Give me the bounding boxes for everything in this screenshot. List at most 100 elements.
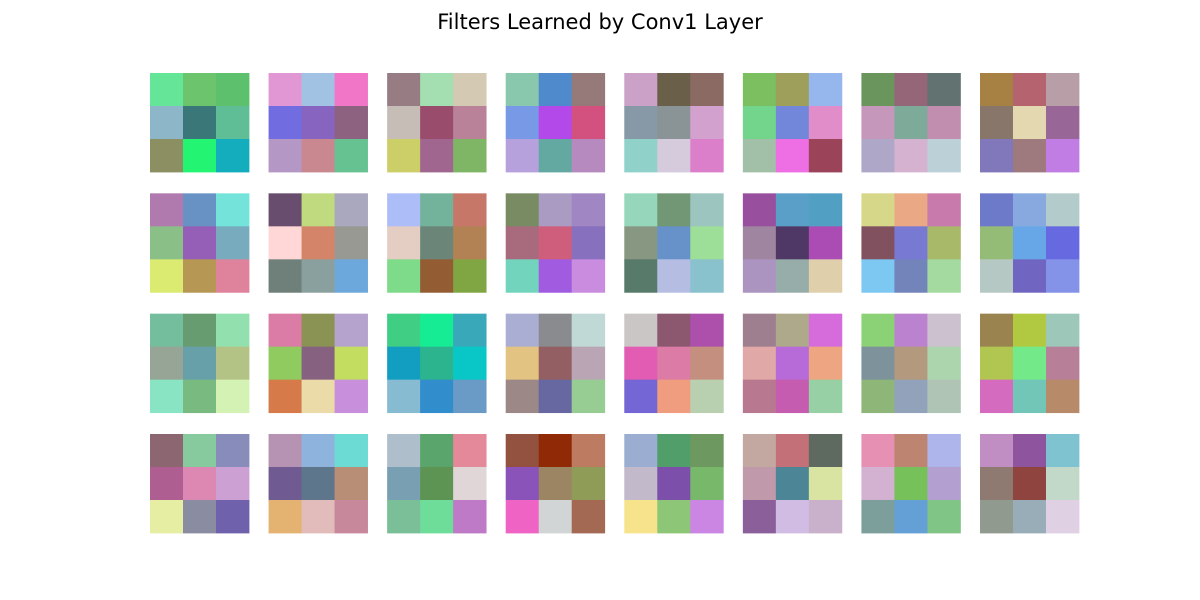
filter-29 [624,433,724,534]
filter-4-cell-0-1 [538,73,573,107]
filter-9-cell-1-0 [150,226,184,260]
filter-7-cell-2-0 [861,139,895,173]
filter-5-cell-1-1 [657,106,691,140]
filter-4-cell-1-0 [505,106,540,140]
filter-30-cell-0-2 [808,433,843,468]
filter-28-cell-0-1 [538,433,573,468]
filter-32-cell-2-0 [979,499,1014,534]
filter-5-cell-2-2 [690,139,724,173]
filter-11-cell-2-2 [453,259,487,293]
filter-6-cell-2-0 [742,139,777,173]
filter-2-cell-2-0 [268,139,302,173]
filter-20-cell-1-1 [538,346,573,381]
filter-16-cell-1-1 [1012,226,1047,260]
filter-12-cell-1-2 [571,226,606,260]
filter-19-cell-0-0 [387,313,421,348]
filter-3-cell-0-0 [387,73,421,107]
filter-19-cell-0-2 [453,313,487,348]
filter-17-cell-1-2 [216,346,250,381]
filter-1-cell-2-1 [183,139,217,173]
filter-11-cell-2-0 [387,259,421,293]
filter-28-cell-1-2 [571,466,606,501]
filter-1-cell-1-2 [216,106,250,140]
filter-14-cell-2-0 [742,259,777,293]
filter-5-cell-1-2 [690,106,724,140]
filter-21-cell-1-0 [624,346,658,381]
filter-25-cell-1-1 [183,466,217,501]
filter-15-cell-2-2 [927,259,961,293]
filter-15-cell-1-1 [894,226,928,260]
filter-9-cell-2-2 [216,259,250,293]
filter-13-cell-1-2 [690,226,724,260]
filter-29-cell-2-0 [624,499,658,534]
filter-21-cell-2-0 [624,379,658,414]
filter-18-cell-2-2 [334,379,368,414]
filter-10-cell-1-1 [301,226,335,260]
filter-1 [150,73,250,173]
filter-8-cell-2-1 [1012,139,1047,173]
filter-19 [387,313,487,414]
filter-15-cell-0-0 [861,193,895,227]
filter-8-cell-1-2 [1045,106,1080,140]
filter-32-cell-1-2 [1045,466,1080,501]
filter-12 [505,193,606,293]
filter-14-cell-0-1 [775,193,810,227]
filter-6-cell-1-0 [742,106,777,140]
filter-26-cell-2-2 [334,499,368,534]
filter-32-cell-1-0 [979,466,1014,501]
filter-19-cell-0-1 [420,313,454,348]
filter-32-cell-0-0 [979,433,1014,468]
filter-20-cell-0-2 [571,313,606,348]
filter-21-cell-0-1 [657,313,691,348]
filter-12-cell-0-0 [505,193,540,227]
filter-24-cell-0-2 [1045,313,1080,348]
filter-32-cell-1-1 [1012,466,1047,501]
filter-13-cell-0-1 [657,193,691,227]
filter-22-cell-2-2 [808,379,843,414]
filter-14-cell-1-0 [742,226,777,260]
filter-2-cell-1-0 [268,106,302,140]
filter-28-cell-2-1 [538,499,573,534]
filter-6-cell-2-2 [808,139,843,173]
filter-25-cell-0-2 [216,433,250,468]
filter-23-cell-0-1 [894,313,928,348]
filter-27-cell-0-2 [453,433,487,468]
filter-16-cell-1-0 [979,226,1014,260]
filter-4-cell-0-2 [571,73,606,107]
filter-22-cell-1-0 [742,346,777,381]
filter-17-cell-2-2 [216,379,250,414]
filter-22 [742,313,843,414]
filter-14-cell-0-0 [742,193,777,227]
filter-6-cell-0-0 [742,73,777,107]
filter-24-cell-2-2 [1045,379,1080,414]
filter-18-cell-1-1 [301,346,335,381]
filter-2-cell-0-2 [334,73,368,107]
filter-7-cell-1-0 [861,106,895,140]
filter-21 [624,313,724,414]
filter-28 [505,433,606,534]
filter-32-cell-0-2 [1045,433,1080,468]
filter-29-cell-2-1 [657,499,691,534]
filter-5-cell-1-0 [624,106,658,140]
filter-22-cell-1-1 [775,346,810,381]
filter-31-cell-1-0 [861,466,895,501]
filter-18 [268,313,368,414]
filter-16 [979,193,1080,293]
filter-27-cell-1-0 [387,466,421,501]
filter-5-cell-2-1 [657,139,691,173]
filter-32 [979,433,1080,534]
filter-18-cell-1-2 [334,346,368,381]
chart-title: Filters Learned by Conv1 Layer [437,10,763,34]
filter-26-cell-0-2 [334,433,368,468]
filter-24-cell-1-0 [979,346,1014,381]
filter-23-cell-0-2 [927,313,961,348]
filter-3-cell-1-1 [420,106,454,140]
filter-9-cell-2-0 [150,259,184,293]
filter-23-cell-2-0 [861,379,895,414]
filter-22-cell-0-2 [808,313,843,348]
filter-11 [387,193,487,293]
filter-26-cell-1-1 [301,466,335,501]
filter-29-cell-0-0 [624,433,658,468]
